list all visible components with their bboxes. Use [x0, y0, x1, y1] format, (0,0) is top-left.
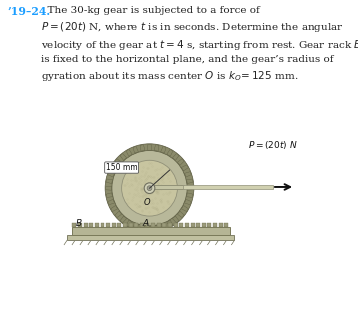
Bar	[72, 223, 76, 226]
Bar	[123, 223, 127, 226]
Circle shape	[122, 160, 178, 216]
Polygon shape	[161, 223, 166, 230]
Text: ’19–24.: ’19–24.	[7, 6, 50, 17]
Bar	[151, 223, 155, 226]
Polygon shape	[120, 153, 127, 160]
Bar	[78, 223, 82, 226]
Polygon shape	[140, 225, 145, 232]
Bar	[168, 223, 172, 226]
Text: The 30-kg gear is subjected to a force of
$P = (20t)$ N, where $t$ is in seconds: The 30-kg gear is subjected to a force o…	[41, 6, 358, 83]
Bar	[72, 226, 229, 235]
Bar	[129, 223, 132, 226]
Polygon shape	[108, 172, 115, 177]
Bar	[84, 223, 88, 226]
Bar	[202, 223, 206, 226]
Polygon shape	[133, 146, 139, 153]
Bar	[185, 223, 189, 226]
Polygon shape	[177, 159, 184, 165]
Polygon shape	[126, 149, 132, 156]
Text: B: B	[76, 219, 82, 228]
Polygon shape	[106, 186, 111, 190]
Bar	[196, 223, 200, 226]
Bar	[67, 235, 234, 240]
Bar	[179, 223, 183, 226]
Circle shape	[112, 151, 187, 226]
Bar	[89, 223, 93, 226]
Circle shape	[144, 183, 155, 193]
Bar	[174, 223, 178, 226]
Circle shape	[147, 186, 152, 191]
Polygon shape	[147, 226, 151, 232]
Text: $P = (20t)$ N: $P = (20t)$ N	[248, 139, 297, 151]
Polygon shape	[185, 199, 191, 205]
Bar	[163, 223, 166, 226]
Polygon shape	[173, 153, 179, 160]
Bar	[219, 223, 223, 226]
Polygon shape	[140, 145, 145, 151]
Bar	[134, 223, 138, 226]
Polygon shape	[120, 216, 127, 223]
Bar	[117, 223, 121, 226]
Polygon shape	[147, 144, 151, 150]
Bar	[208, 223, 212, 226]
Polygon shape	[167, 149, 173, 156]
Polygon shape	[111, 165, 117, 171]
Polygon shape	[115, 159, 122, 165]
Text: 150 mm: 150 mm	[106, 163, 137, 172]
Polygon shape	[182, 205, 188, 211]
Bar	[213, 223, 217, 226]
FancyBboxPatch shape	[183, 185, 274, 189]
Polygon shape	[115, 211, 122, 218]
Polygon shape	[185, 172, 191, 177]
Bar	[146, 223, 150, 226]
Polygon shape	[173, 216, 179, 223]
Polygon shape	[188, 186, 193, 190]
Polygon shape	[126, 220, 132, 227]
Polygon shape	[177, 211, 184, 218]
Bar	[190, 223, 194, 226]
Bar	[140, 223, 144, 226]
Bar	[95, 223, 99, 226]
Polygon shape	[187, 193, 193, 198]
Bar	[106, 223, 110, 226]
Text: A: A	[143, 219, 149, 228]
Polygon shape	[154, 145, 159, 151]
Bar	[157, 223, 161, 226]
Polygon shape	[182, 165, 188, 171]
Polygon shape	[167, 220, 173, 227]
Bar	[112, 223, 116, 226]
Polygon shape	[187, 179, 193, 184]
Polygon shape	[111, 205, 117, 211]
Polygon shape	[133, 223, 139, 230]
FancyBboxPatch shape	[152, 185, 184, 189]
Text: O: O	[143, 198, 150, 207]
Polygon shape	[154, 225, 159, 232]
Polygon shape	[108, 199, 115, 205]
Bar	[101, 223, 105, 226]
Polygon shape	[161, 146, 166, 153]
Bar	[224, 223, 228, 226]
Circle shape	[105, 144, 194, 232]
Polygon shape	[106, 193, 112, 198]
Polygon shape	[106, 179, 112, 184]
